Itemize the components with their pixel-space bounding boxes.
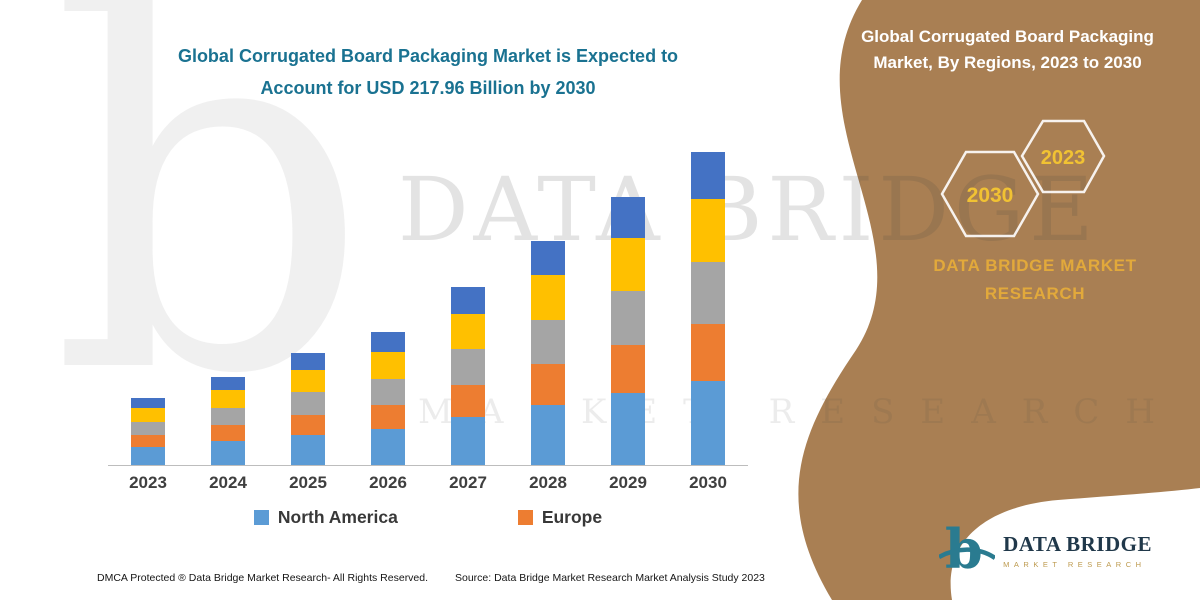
bar-segment (291, 434, 325, 465)
bar-segment (371, 429, 405, 465)
bar-segment (291, 353, 325, 370)
bar-segment (211, 390, 245, 408)
side-panel-title: Global Corrugated Board Packaging Market… (861, 27, 1154, 73)
x-axis-label: 2026 (369, 473, 407, 492)
legend-item: Europe (517, 507, 603, 528)
stacked-bar-2023 (131, 398, 165, 465)
bar-segment (531, 319, 565, 365)
bar-segment (211, 407, 245, 426)
x-axis-label: 2027 (449, 473, 487, 492)
x-axis-labels: 2023 2024 2025 2026 2027 2028 2029 2030 (108, 473, 748, 493)
databridge-logo: b DATA BRIDGE MARKET RESEARCH (939, 522, 1152, 578)
stacked-bar-2030 (691, 152, 725, 465)
bar-slot-2030 (673, 152, 743, 465)
stacked-bar-2029 (611, 197, 645, 465)
side-panel-brand: DATA BRIDGE MARKET RESEARCH (870, 252, 1200, 308)
bar-slot-2029 (593, 197, 663, 465)
hexagon-badges: 2030 2023 (940, 119, 1106, 238)
x-axis-label: 2028 (529, 473, 567, 492)
bar-segment (211, 441, 245, 465)
x-axis-label: 2029 (609, 473, 647, 492)
bar-segment (371, 352, 405, 379)
bar-segment (131, 434, 165, 447)
bar-segment (691, 152, 725, 200)
legend-item: North America (253, 507, 398, 528)
bar-segment (531, 404, 565, 465)
stacked-bar-2027 (451, 287, 485, 465)
bar-segment (611, 197, 645, 238)
brand-line1: DATA BRIDGE MARKET (933, 256, 1137, 275)
bar-segment (371, 332, 405, 353)
bar-segment (451, 313, 485, 350)
chart-headline-line2: Account for USD 217.96 Billion by 2030 (260, 78, 596, 99)
bar-segment (291, 392, 325, 415)
legend-label: North America (277, 507, 398, 527)
bar-segment (211, 376, 245, 391)
bar-segment (451, 349, 485, 385)
hexagon-year-2030: 2030 (967, 184, 1014, 207)
bar-segment (131, 398, 165, 409)
bar-slot-2027 (433, 287, 503, 465)
logo-name: DATA BRIDGE (1003, 531, 1152, 556)
x-axis-label: 2030 (689, 473, 727, 492)
bar-slot-2024 (193, 376, 263, 465)
bar-segment (531, 241, 565, 275)
bar-segment (531, 274, 565, 320)
legend-label: Europe (541, 507, 603, 527)
stacked-bar-2026 (371, 332, 405, 465)
chart-headline: Global Corrugated Board Packaging Market… (108, 40, 748, 105)
bar-segment (451, 384, 485, 417)
bar-segment (691, 199, 725, 262)
hexagon-year-2023: 2023 (1041, 147, 1086, 169)
stacked-bar-2024 (211, 376, 245, 465)
bar-segment (131, 421, 165, 435)
stacked-bar-chart: 2023 2024 2025 2026 2027 2028 2029 2030 North A… (108, 118, 748, 528)
bar-segment (371, 405, 405, 430)
bar-segment (131, 446, 165, 465)
databridge-logo-icon: b (939, 522, 996, 578)
bar-segment (691, 380, 725, 465)
brand-line2: RESEARCH (984, 284, 1086, 304)
x-axis-label: 2025 (289, 473, 327, 492)
legend-swatch (517, 510, 533, 525)
bar-segment (691, 324, 725, 381)
logo-subtext: MARKET RESEARCH (1003, 559, 1146, 569)
bar-slot-2023 (113, 398, 183, 465)
x-axis-label: 2024 (209, 473, 247, 492)
chart-headline-line1: Global Corrugated Board Packaging Market… (177, 46, 679, 66)
stacked-bar-2028 (531, 241, 565, 465)
dmca-notice: DMCA Protected ® Data Bridge Market Rese… (97, 572, 429, 584)
bar-segment (451, 416, 485, 465)
bar-segment (131, 408, 165, 422)
chart-plot (108, 118, 748, 466)
bar-segment (211, 425, 245, 442)
bar-segment (291, 414, 325, 435)
bar-segment (611, 237, 645, 292)
bar-segment (611, 392, 645, 465)
bar-slot-2025 (273, 353, 343, 465)
source-note: Source: Data Bridge Market Research Mark… (455, 572, 765, 584)
bar-segment (611, 344, 645, 393)
bar-slot-2028 (513, 241, 583, 465)
bar-segment (531, 364, 565, 405)
legend: North America Europe (108, 507, 748, 528)
bar-segment (371, 378, 405, 406)
bar-segment (291, 369, 325, 393)
x-axis-label: 2023 (129, 473, 167, 492)
bar-segment (611, 291, 645, 345)
bar-segment (691, 261, 725, 325)
stacked-bar-2025 (291, 353, 325, 465)
bar-slot-2026 (353, 332, 423, 465)
bar-segment (451, 287, 485, 314)
legend-swatch (253, 510, 269, 525)
